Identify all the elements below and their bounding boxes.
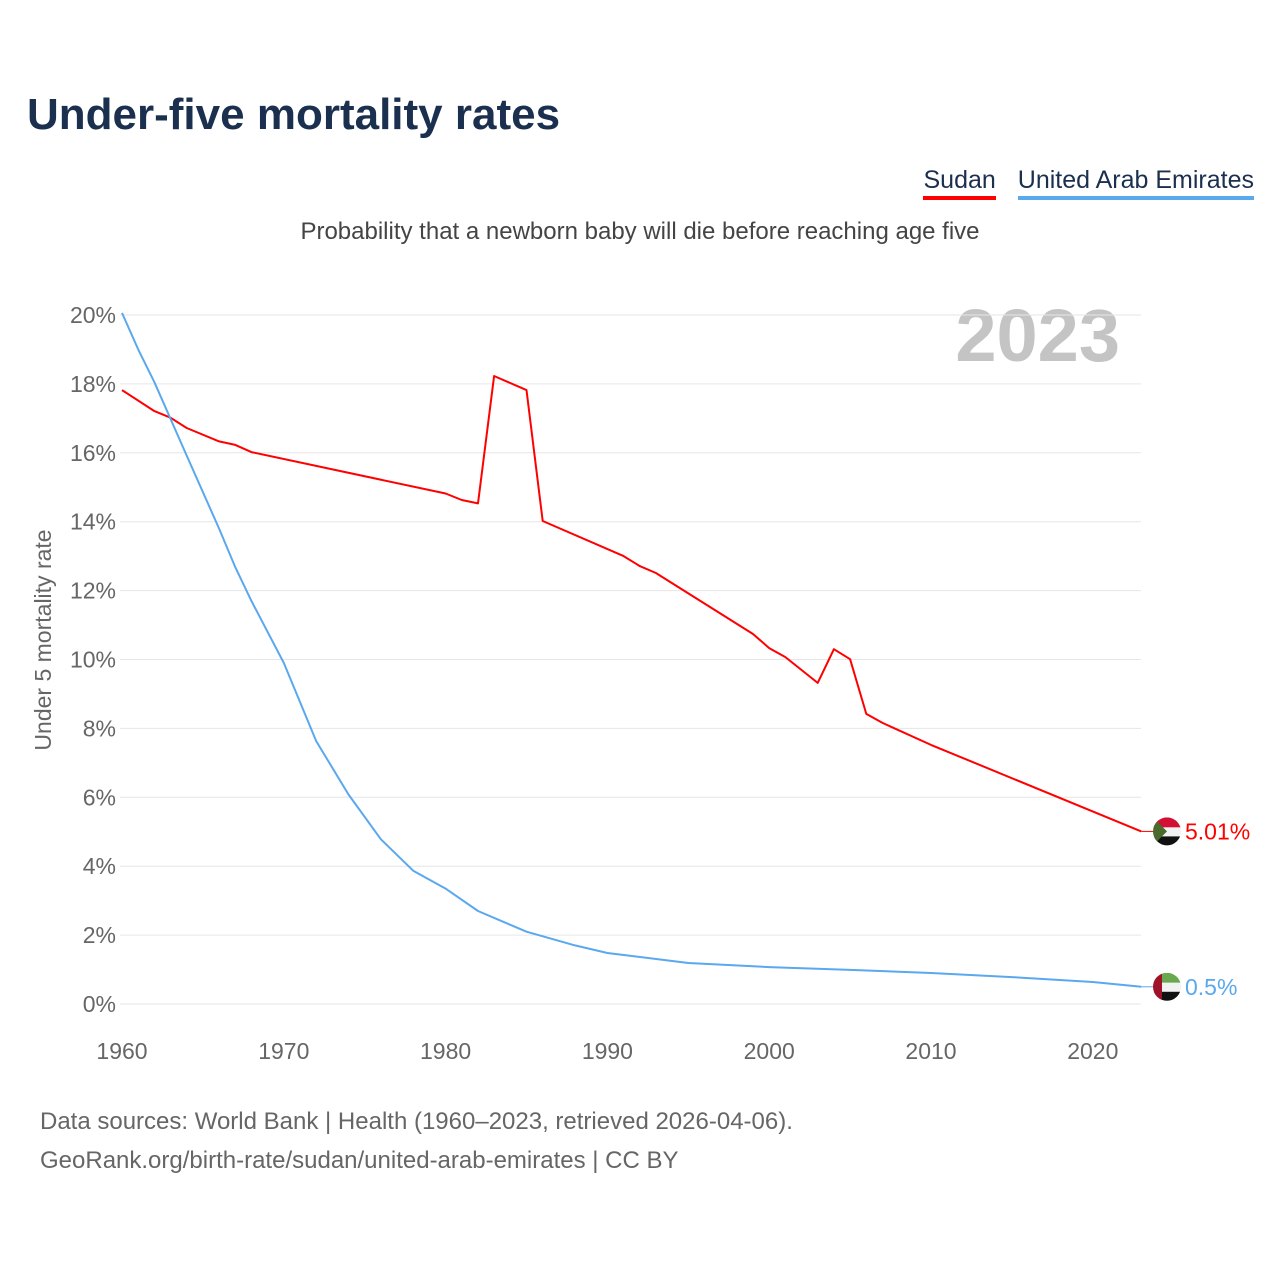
y-tick-label: 18%	[70, 371, 116, 397]
y-tick-label: 12%	[70, 578, 116, 604]
end-value-label: 0.5%	[1185, 974, 1237, 1000]
y-tick-label: 4%	[83, 853, 116, 879]
year-label: 2023	[955, 294, 1120, 377]
x-tick-label: 2000	[744, 1038, 795, 1064]
y-tick-label: 2%	[83, 922, 116, 948]
x-tick-label: 1970	[258, 1038, 309, 1064]
end-value-label: 5.01%	[1185, 818, 1250, 844]
y-tick-label: 8%	[83, 715, 116, 741]
chart-title: Under-five mortality rates	[27, 90, 561, 139]
y-tick-label: 14%	[70, 509, 116, 535]
uae-flag-icon	[1153, 972, 1181, 1001]
y-axis-label: Under 5 mortality rate	[30, 529, 56, 750]
footer-link[interactable]: GeoRank.org/birth-rate/sudan/united-arab…	[40, 1147, 679, 1174]
chart-subtitle: Probability that a newborn baby will die…	[300, 218, 980, 245]
footer-sources: Data sources: World Bank | Health (1960–…	[40, 1108, 793, 1135]
legend-item-uae[interactable]: United Arab Emirates	[1017, 166, 1254, 200]
legend-item-sudan[interactable]: Sudan	[923, 166, 996, 200]
y-tick-label: 6%	[83, 784, 116, 810]
y-tick-label: 10%	[70, 647, 116, 673]
y-tick-label: 20%	[70, 302, 116, 328]
x-tick-label: 2010	[905, 1038, 956, 1064]
y-tick-label: 16%	[70, 440, 116, 466]
x-tick-label: 2020	[1067, 1038, 1118, 1064]
series-line-sudan	[121, 375, 1142, 833]
x-tick-label: 1960	[96, 1038, 147, 1064]
y-tick-label: 0%	[83, 991, 116, 1017]
x-tick-label: 1990	[582, 1038, 633, 1064]
series-line-uae	[121, 312, 1142, 988]
legend: Sudan United Arab Emirates	[923, 166, 1254, 200]
x-tick-label: 1980	[420, 1038, 471, 1064]
sudan-flag-icon	[1153, 817, 1181, 846]
